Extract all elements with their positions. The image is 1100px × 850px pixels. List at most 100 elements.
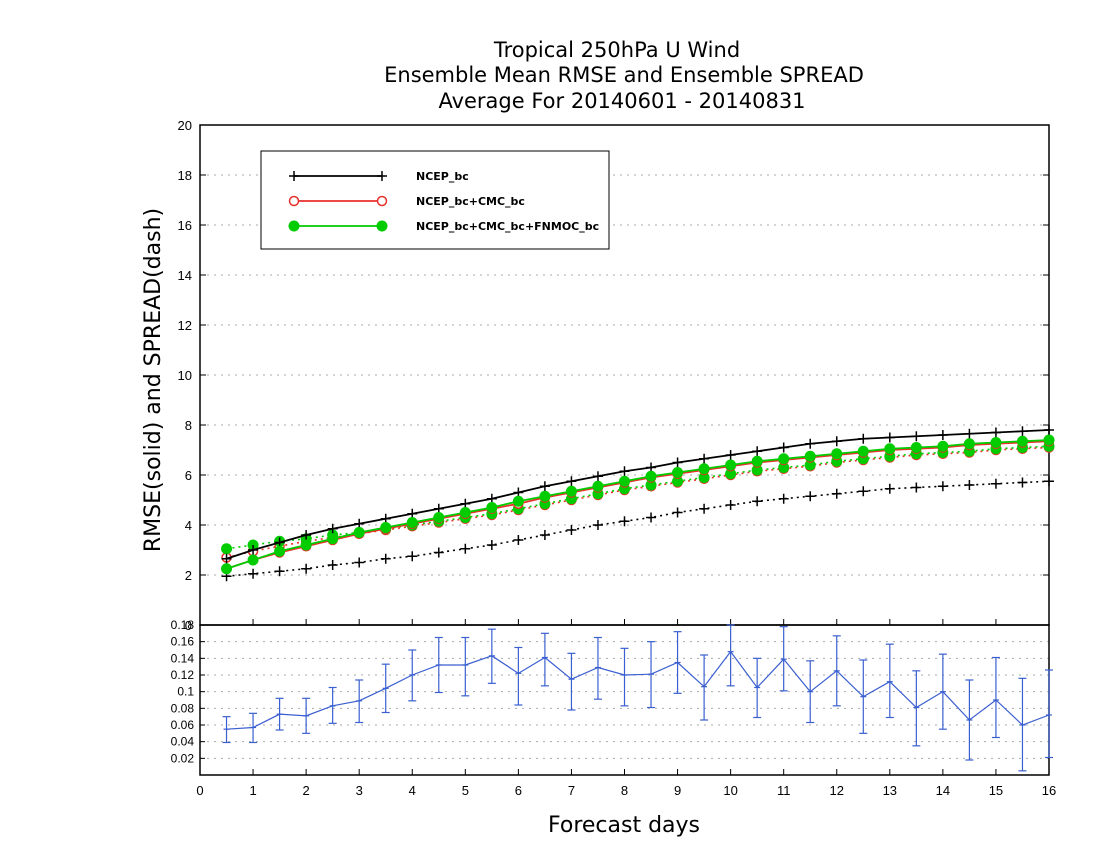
top-y-tick-label: 0 [185,618,192,633]
legend-marker [288,195,300,207]
data-point [539,530,550,540]
data-point [433,512,445,523]
series-line [226,440,1050,570]
top-y-axis-ticks: 0 2 4 6 8 10 12 14 16 18 20 [178,118,1049,633]
data-point [619,466,630,477]
x-tick-label: 12 [830,783,844,798]
error-bar [540,632,549,687]
error-bar [302,697,311,734]
error-bar [567,652,576,711]
data-point [884,443,896,455]
error-bar [222,716,231,744]
chart-title: Tropical 250hPa U Wind Ensemble Mean RMS… [384,38,864,113]
data-point [778,442,789,453]
data-point [858,486,869,497]
data-point [937,440,949,452]
top-y-tick-label: 18 [178,168,192,183]
top-y-tick-label: 16 [178,218,192,233]
data-point [725,459,737,471]
data-point [513,535,524,545]
error-bar [753,657,762,719]
data-point [778,453,790,465]
data-point [539,481,550,492]
data-point [380,522,392,533]
data-point [1017,477,1028,488]
data-point [752,446,763,457]
top-y-tick-label: 6 [185,468,192,483]
data-point [857,445,869,457]
error-bar [1018,677,1027,772]
data-point [672,467,684,478]
legend-entry: NCEP_bc+CMC_bc+FNMOC_bc [288,220,599,233]
data-point [831,488,842,499]
series-ncep-bc [221,425,1054,564]
bottom-y-tick-label: 0.02 [171,751,195,765]
x-axis-title: Forecast days [548,813,700,838]
data-point [592,480,604,492]
series-ncep-bc-cmc-bc-spread [221,442,1055,563]
data-point [565,485,577,497]
x-tick-label: 13 [883,783,897,798]
data-point [884,432,895,443]
bottom-y-tick-label: 0.06 [171,718,195,732]
data-point [1016,435,1028,447]
x-tick-label: 7 [568,783,575,798]
data-point [221,563,233,575]
x-axis-ticks: 0 1 2 3 4 5 6 7 8 9 10 11 12 13 14 15 16 [196,619,1056,798]
bottom-y-tick-label: 0.16 [171,635,195,649]
error-bar [700,654,709,721]
top-y-tick-label: 10 [178,368,192,383]
x-tick-label: 2 [303,783,310,798]
top-y-tick-label: 4 [185,518,192,533]
legend: NCEP_bc NCEP_bc+CMC_bc NCEP_bc+CMC_bc+FNMO… [260,150,610,250]
error-bar [726,624,735,687]
data-point [725,500,736,510]
data-point [911,482,922,493]
title-line-2: Ensemble Mean RMSE and Ensemble SPREAD [384,63,864,87]
data-point [1043,434,1055,446]
bottom-y-tick-label: 0.18 [171,618,195,632]
x-tick-label: 8 [621,783,628,798]
data-point [512,495,524,507]
data-point [751,455,763,467]
legend-box [260,150,610,250]
series-ncep-bc-cmc-bc [221,436,1055,574]
data-point [937,430,948,440]
error-bar [249,712,258,744]
data-point [459,507,471,518]
error-bar [806,660,815,724]
data-point [619,516,630,527]
error-bar [673,631,682,694]
x-tick-label: 10 [723,783,737,798]
x-tick-label: 4 [409,783,416,798]
error-bar [779,626,788,692]
data-point [937,481,948,492]
top-y-tick-label: 2 [185,568,192,583]
data-point [592,520,603,530]
legend-marker [376,220,388,232]
data-point [646,512,657,523]
difference-line [226,650,1050,730]
legend-label: NCEP_bc [416,170,469,183]
data-point [698,463,710,475]
y-axis-title: RMSE(solid) and SPREAD(dash) [141,208,166,552]
data-point [619,475,630,487]
error-bar [381,663,390,714]
error-bar [434,636,443,694]
difference-series [222,624,1053,772]
data-point [539,490,551,502]
legend-label: NCEP_bc+CMC_bc [416,195,525,208]
data-point [301,563,312,574]
data-point [990,427,1001,438]
error-bar [1045,669,1053,759]
data-point [486,502,498,513]
error-bar [275,697,284,731]
x-tick-label: 5 [462,783,469,798]
data-point [752,496,763,507]
x-tick-label: 16 [1042,783,1056,798]
x-tick-label: 9 [674,783,681,798]
x-tick-label: 3 [356,783,363,798]
data-point [566,525,577,535]
data-point [327,560,338,570]
